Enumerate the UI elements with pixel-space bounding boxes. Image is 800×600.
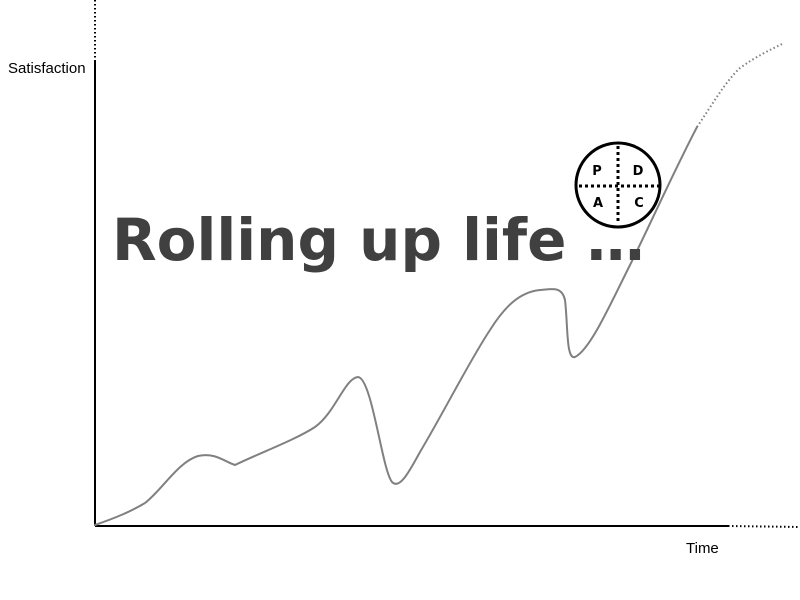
pdca-cycle-icon: P D A C: [574, 141, 662, 229]
y-axis-label: Satisfaction: [8, 60, 86, 77]
pdca-letter-a: A: [593, 196, 603, 211]
headline: Rolling up life …: [112, 206, 645, 274]
pdca-letter-c: C: [634, 196, 644, 211]
satisfaction-curve: [94, 126, 698, 526]
x-axis-label: Time: [686, 540, 719, 557]
x-axis-dotted-extension: [727, 525, 800, 528]
satisfaction-curve-dotted-extension: [696, 43, 783, 128]
pdca-letter-p: P: [592, 164, 602, 179]
pdca-letter-d: D: [633, 164, 644, 179]
